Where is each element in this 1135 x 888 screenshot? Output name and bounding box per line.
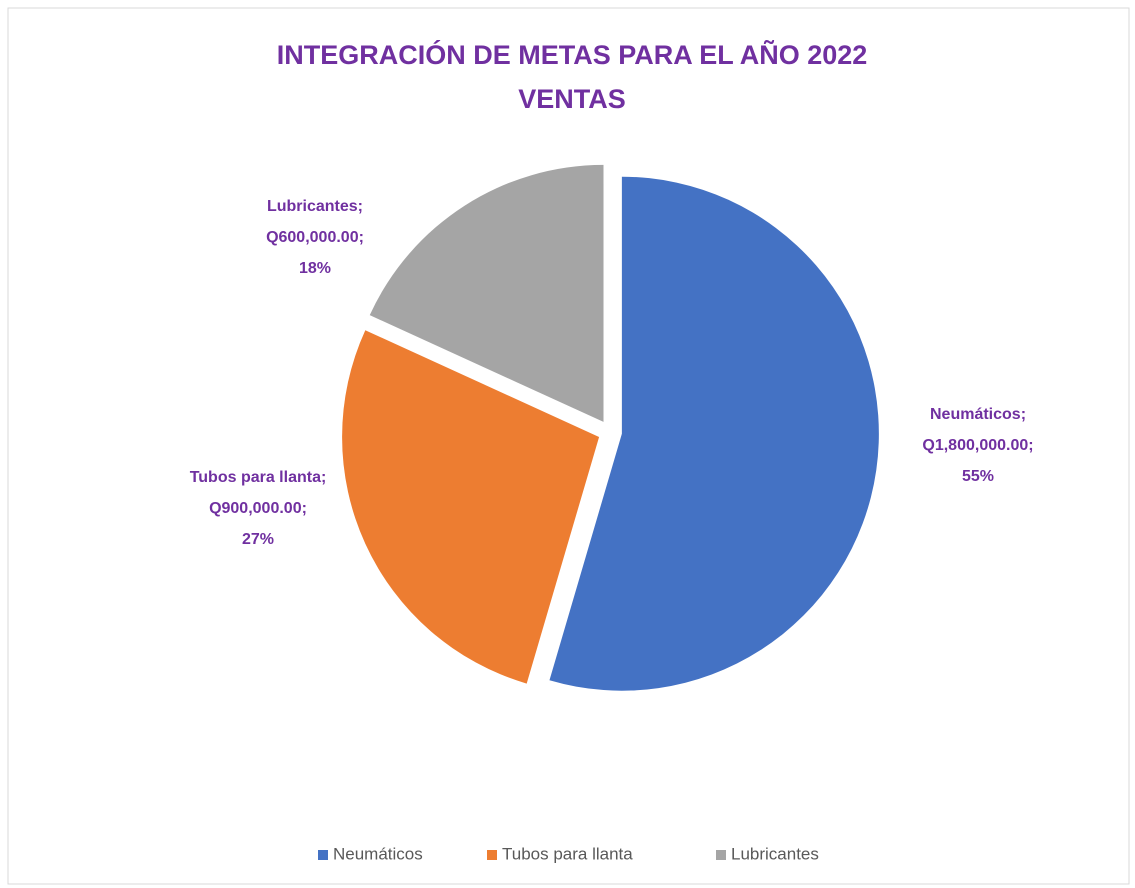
data-label: Neumáticos; <box>930 406 1026 423</box>
data-label: Q1,800,000.00; <box>922 437 1033 454</box>
legend-label: Neumáticos <box>333 844 423 863</box>
data-label: Lubricantes; <box>267 198 363 215</box>
data-label-separator: ; <box>1028 437 1033 454</box>
legend-swatch <box>318 850 328 860</box>
data-label-value: Q900,000.00 <box>209 500 302 517</box>
data-label-category: Tubos para llanta <box>190 469 321 486</box>
legend-swatch <box>487 850 497 860</box>
data-label-category: Neumáticos <box>930 406 1021 423</box>
data-label: Q900,000.00; <box>209 500 307 517</box>
data-label-percent: 18% <box>299 260 331 277</box>
chart-title: INTEGRACIÓN DE METAS PARA EL AÑO 2022 <box>277 39 868 70</box>
data-label-value: Q600,000.00 <box>266 229 359 246</box>
data-label-category: Lubricantes <box>267 198 358 215</box>
legend-swatch <box>716 850 726 860</box>
data-label: Tubos para llanta; <box>190 469 327 486</box>
legend-label: Tubos para llanta <box>502 844 633 863</box>
data-label-separator: ; <box>321 469 326 486</box>
pie-slice <box>549 176 879 691</box>
data-label-separator: ; <box>1021 406 1026 423</box>
data-label-separator: ; <box>358 198 363 215</box>
data-label-separator: ; <box>302 500 307 517</box>
data-label: Q600,000.00; <box>266 229 364 246</box>
pie-slice <box>369 164 604 422</box>
data-label-separator: ; <box>359 229 364 246</box>
pie-slice <box>342 330 600 684</box>
data-label-value: Q1,800,000.00 <box>922 437 1028 454</box>
chart-subtitle: VENTAS <box>518 84 626 114</box>
data-label-percent: 27% <box>242 531 274 548</box>
legend-label: Lubricantes <box>731 844 819 863</box>
data-label-percent: 55% <box>962 468 994 485</box>
